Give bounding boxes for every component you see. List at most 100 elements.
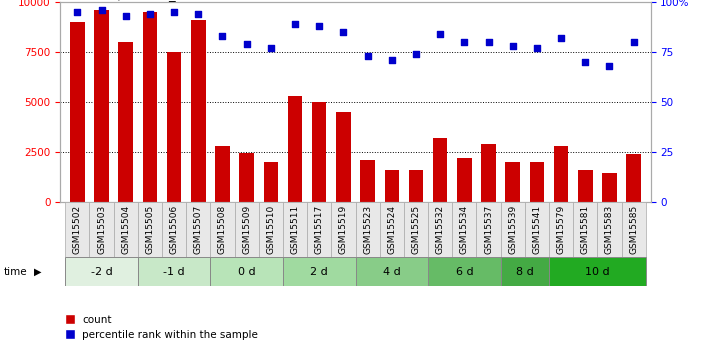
Text: GSM15523: GSM15523: [363, 205, 372, 254]
Bar: [283, 202, 307, 257]
Bar: [501, 202, 525, 257]
Point: [120, 13, 132, 19]
Text: GSM15517: GSM15517: [315, 205, 324, 254]
Point: [169, 9, 180, 14]
Bar: [336, 112, 351, 202]
Text: GSM15503: GSM15503: [97, 205, 106, 254]
Bar: [356, 202, 380, 257]
Bar: [385, 170, 399, 202]
Text: GSM15505: GSM15505: [146, 205, 154, 254]
Bar: [119, 42, 133, 202]
Bar: [331, 202, 356, 257]
Point: [144, 11, 156, 17]
Point: [531, 45, 542, 50]
Bar: [621, 202, 646, 257]
Bar: [114, 202, 138, 257]
Text: GSM15541: GSM15541: [533, 205, 541, 254]
Text: GSM15581: GSM15581: [581, 205, 589, 254]
Bar: [525, 202, 549, 257]
Point: [604, 63, 615, 69]
Bar: [283, 257, 356, 286]
Point: [289, 21, 301, 27]
Text: GDS586 / 96784_at: GDS586 / 96784_at: [60, 0, 189, 1]
Point: [338, 29, 349, 34]
Bar: [138, 257, 210, 286]
Bar: [597, 202, 621, 257]
Text: GSM15524: GSM15524: [387, 205, 396, 254]
Bar: [476, 202, 501, 257]
Bar: [312, 102, 326, 202]
Bar: [457, 158, 471, 202]
Bar: [167, 52, 181, 202]
Point: [628, 39, 639, 45]
Text: -1 d: -1 d: [164, 267, 185, 277]
Text: 8 d: 8 d: [516, 267, 534, 277]
Text: GSM15507: GSM15507: [194, 205, 203, 254]
Point: [410, 51, 422, 57]
Bar: [95, 10, 109, 202]
Text: GSM15525: GSM15525: [412, 205, 420, 254]
Text: GSM15585: GSM15585: [629, 205, 638, 254]
Bar: [428, 257, 501, 286]
Text: GSM15504: GSM15504: [122, 205, 130, 254]
Bar: [210, 257, 283, 286]
Text: GSM15579: GSM15579: [557, 205, 565, 254]
Bar: [65, 202, 90, 257]
Text: GSM15583: GSM15583: [605, 205, 614, 254]
Point: [362, 53, 373, 59]
Bar: [264, 162, 278, 202]
Text: ▶: ▶: [34, 267, 42, 277]
Point: [241, 41, 252, 47]
Point: [434, 31, 446, 37]
Point: [386, 57, 397, 62]
Point: [96, 7, 107, 12]
Legend: count, percentile rank within the sample: count, percentile rank within the sample: [65, 315, 258, 340]
Text: GSM15534: GSM15534: [460, 205, 469, 254]
Text: 0 d: 0 d: [238, 267, 255, 277]
Point: [217, 33, 228, 39]
Bar: [259, 202, 283, 257]
Bar: [481, 144, 496, 202]
Bar: [186, 202, 210, 257]
Point: [459, 39, 470, 45]
Bar: [65, 257, 138, 286]
Point: [72, 9, 83, 14]
Bar: [409, 170, 423, 202]
Bar: [602, 173, 616, 202]
Bar: [162, 202, 186, 257]
Bar: [235, 202, 259, 257]
Text: GSM15510: GSM15510: [267, 205, 275, 254]
Bar: [530, 162, 544, 202]
Bar: [240, 153, 254, 202]
Bar: [404, 202, 428, 257]
Point: [555, 35, 567, 40]
Text: 2 d: 2 d: [310, 267, 328, 277]
Text: time: time: [4, 267, 27, 277]
Bar: [573, 202, 597, 257]
Bar: [70, 22, 85, 202]
Bar: [554, 146, 568, 202]
Text: 10 d: 10 d: [585, 267, 609, 277]
Bar: [433, 138, 447, 202]
Text: GSM15506: GSM15506: [170, 205, 178, 254]
Bar: [549, 257, 646, 286]
Text: GSM15539: GSM15539: [508, 205, 517, 254]
Text: 4 d: 4 d: [383, 267, 401, 277]
Point: [483, 39, 494, 45]
Text: 6 d: 6 d: [456, 267, 473, 277]
Bar: [288, 96, 302, 202]
Bar: [506, 162, 520, 202]
Point: [265, 45, 277, 50]
Text: GSM15508: GSM15508: [218, 205, 227, 254]
Point: [193, 11, 204, 17]
Point: [314, 23, 325, 29]
Bar: [307, 202, 331, 257]
Bar: [428, 202, 452, 257]
Text: GSM15519: GSM15519: [339, 205, 348, 254]
Bar: [501, 257, 549, 286]
Bar: [549, 202, 573, 257]
Point: [507, 43, 518, 49]
Bar: [143, 12, 157, 202]
Text: GSM15511: GSM15511: [291, 205, 299, 254]
Bar: [356, 257, 428, 286]
